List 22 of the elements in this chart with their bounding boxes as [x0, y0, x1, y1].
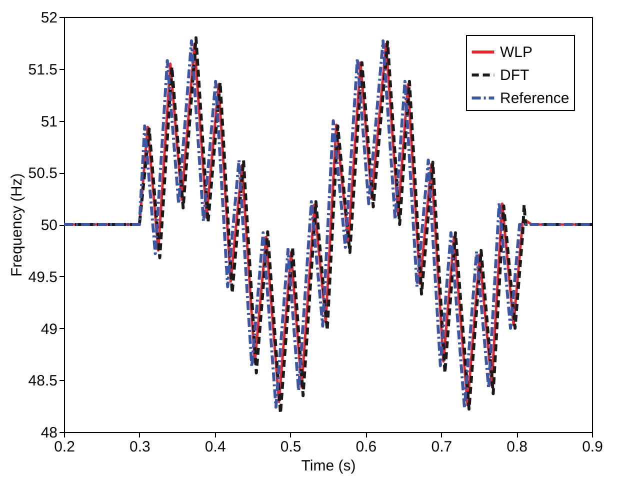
x-tick-label: 0.6 — [356, 438, 377, 456]
x-tick-label: 0.4 — [204, 438, 226, 456]
y-tick-label: 50 — [40, 217, 58, 234]
x-tick-label: 0.5 — [280, 438, 302, 456]
x-tick-label: 0.9 — [582, 438, 603, 456]
y-tick-label: 52 — [40, 10, 58, 26]
legend-label: DFT — [500, 67, 530, 84]
x-tick-label: 0.2 — [54, 438, 75, 456]
x-axis-title: Time (s) — [301, 458, 356, 474]
y-tick-label: 49.5 — [28, 268, 58, 286]
y-tick-label: 49 — [40, 320, 58, 338]
y-tick-label: 48 — [40, 424, 58, 442]
x-tick-label: 0.8 — [506, 438, 528, 456]
legend-label: Reference — [500, 90, 570, 107]
y-tick-label: 48.5 — [28, 372, 58, 390]
x-tick-label: 0.7 — [431, 438, 452, 456]
y-tick-label: 51.5 — [28, 61, 58, 78]
y-tick-label: 51 — [40, 113, 58, 130]
y-axis-title: Frequency (Hz) — [8, 173, 26, 277]
y-tick-label: 50.5 — [28, 165, 58, 182]
legend-label: WLP — [500, 44, 533, 61]
x-tick-label: 0.3 — [130, 438, 150, 456]
